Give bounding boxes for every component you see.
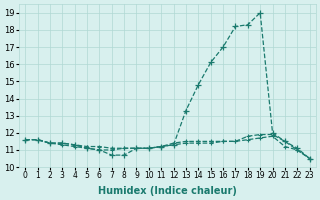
X-axis label: Humidex (Indice chaleur): Humidex (Indice chaleur): [98, 186, 237, 196]
